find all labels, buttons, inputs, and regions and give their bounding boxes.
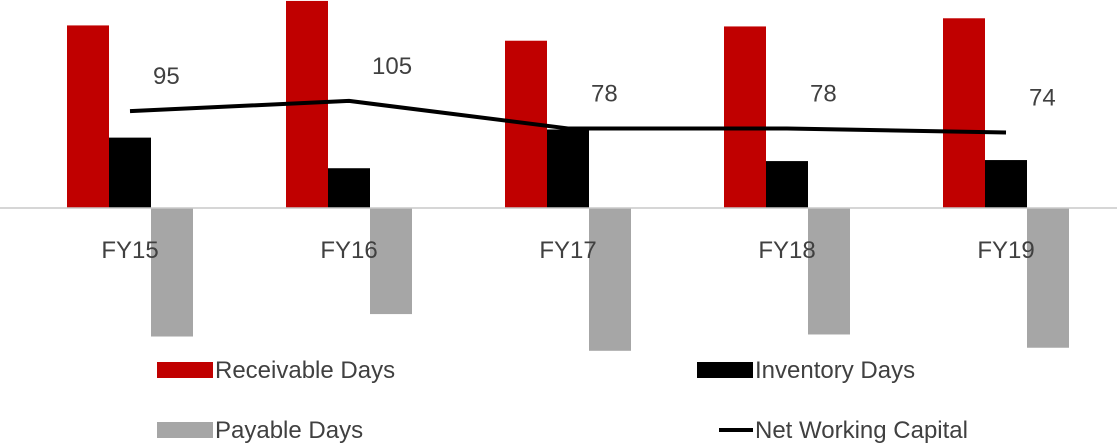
x-tick-label: FY16: [320, 237, 377, 264]
bar-payable-days-fy19: [1027, 208, 1069, 348]
bars-layer: [67, 0, 1069, 351]
bar-receivable-days-fy15: [67, 25, 109, 209]
bar-inventory-days-fy17: [547, 129, 589, 208]
data-label: 78: [591, 80, 618, 107]
bar-inventory-days-fy15: [109, 137, 151, 208]
bar-inventory-days-fy16: [328, 168, 370, 208]
category-labels: FY15 FY16 FY17 FY18 FY19: [101, 237, 1034, 264]
x-tick-label: FY18: [758, 237, 815, 264]
data-label: 78: [810, 80, 837, 107]
legend-label-inventory-days: Inventory Days: [755, 357, 915, 384]
data-labels: 95 105 78 78 74: [153, 53, 1056, 112]
bar-inventory-days-fy18: [766, 161, 808, 208]
x-tick-label: FY17: [539, 237, 596, 264]
legend-label-net-working-capital: Net Working Capital: [755, 417, 968, 443]
legend: Receivable Days Inventory Days Payable Day…: [157, 357, 968, 443]
legend-label-payable-days: Payable Days: [215, 417, 363, 443]
series-line-net-working-capital: [129, 98, 1007, 135]
net-working-capital-line: [129, 98, 1007, 135]
legend-label-receivable-days: Receivable Days: [215, 357, 395, 384]
legend-swatch-payable-days: [157, 422, 213, 438]
x-tick-label: FY19: [977, 237, 1034, 264]
legend-swatch-inventory-days: [697, 362, 753, 378]
bar-payable-days-fy16: [370, 208, 412, 315]
x-tick-label: FY15: [101, 237, 158, 264]
bar-payable-days-fy18: [808, 208, 850, 335]
legend-swatch-receivable-days: [157, 362, 213, 378]
bar-receivable-days-fy19: [943, 18, 985, 209]
bar-payable-days-fy17: [589, 208, 631, 351]
data-label: 105: [372, 53, 412, 80]
data-label: 95: [153, 63, 180, 90]
bar-receivable-days-fy18: [724, 26, 766, 208]
bar-payable-days-fy15: [151, 208, 193, 337]
data-label: 74: [1029, 85, 1056, 112]
bar-inventory-days-fy19: [985, 160, 1027, 208]
